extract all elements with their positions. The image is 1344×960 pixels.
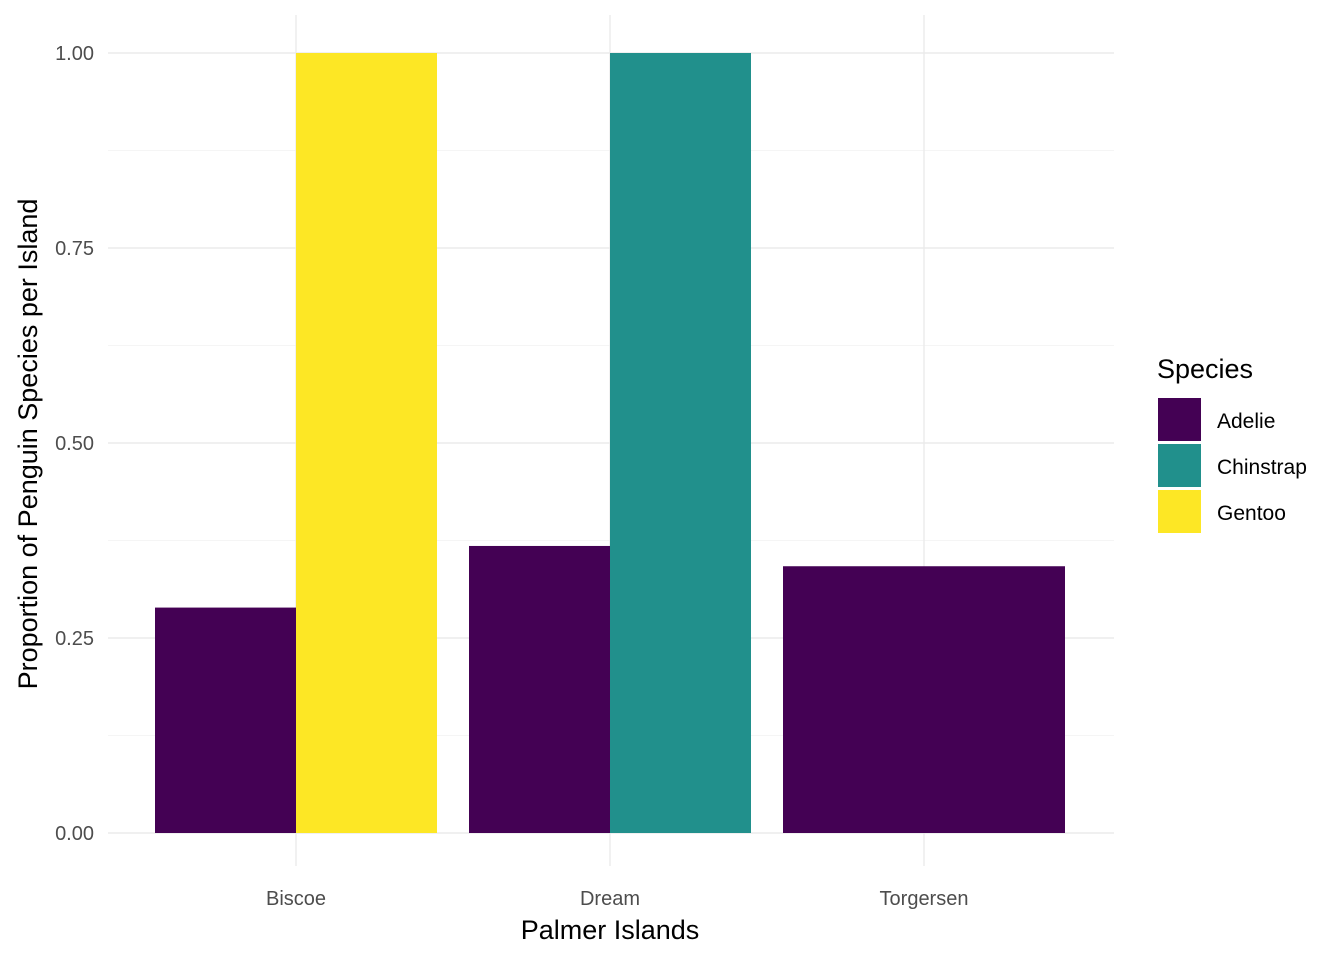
y-tick-label: 1.00 xyxy=(55,43,94,65)
bar-biscoe-adelie xyxy=(155,607,296,833)
legend-title: Species xyxy=(1157,354,1253,384)
legend-items: Adelie Chinstrap Gentoo xyxy=(1158,398,1307,533)
bar-dream-chinstrap xyxy=(610,53,751,833)
bar-biscoe-gentoo xyxy=(296,53,437,833)
y-tick-label: 0.25 xyxy=(55,628,94,650)
y-tick-label: 0.75 xyxy=(55,238,94,260)
legend-label: Chinstrap xyxy=(1217,456,1307,479)
legend-key-gentoo xyxy=(1158,490,1201,533)
x-tick-label: Dream xyxy=(580,888,640,910)
legend-label: Gentoo xyxy=(1217,502,1286,525)
bars xyxy=(155,53,1065,833)
legend-label: Adelie xyxy=(1217,410,1275,433)
y-tick-label: 0.00 xyxy=(55,823,94,845)
legend: Species Adelie Chinstrap Gentoo xyxy=(1157,354,1307,533)
bar-dream-adelie xyxy=(469,545,610,833)
legend-key-chinstrap xyxy=(1158,444,1201,487)
y-axis-title: Proportion of Penguin Species per Island xyxy=(13,199,43,690)
legend-key-adelie xyxy=(1158,398,1201,441)
x-tick-label: Torgersen xyxy=(880,888,969,910)
y-axis-tick-labels: 0.00 0.25 0.50 0.75 1.00 xyxy=(55,43,94,845)
x-axis-title: Palmer Islands xyxy=(521,915,700,945)
bar-torgersen-adelie xyxy=(783,566,1065,833)
x-tick-label: Biscoe xyxy=(266,888,326,910)
x-axis-tick-labels: Biscoe Dream Torgersen xyxy=(266,888,968,910)
y-tick-label: 0.50 xyxy=(55,433,94,455)
